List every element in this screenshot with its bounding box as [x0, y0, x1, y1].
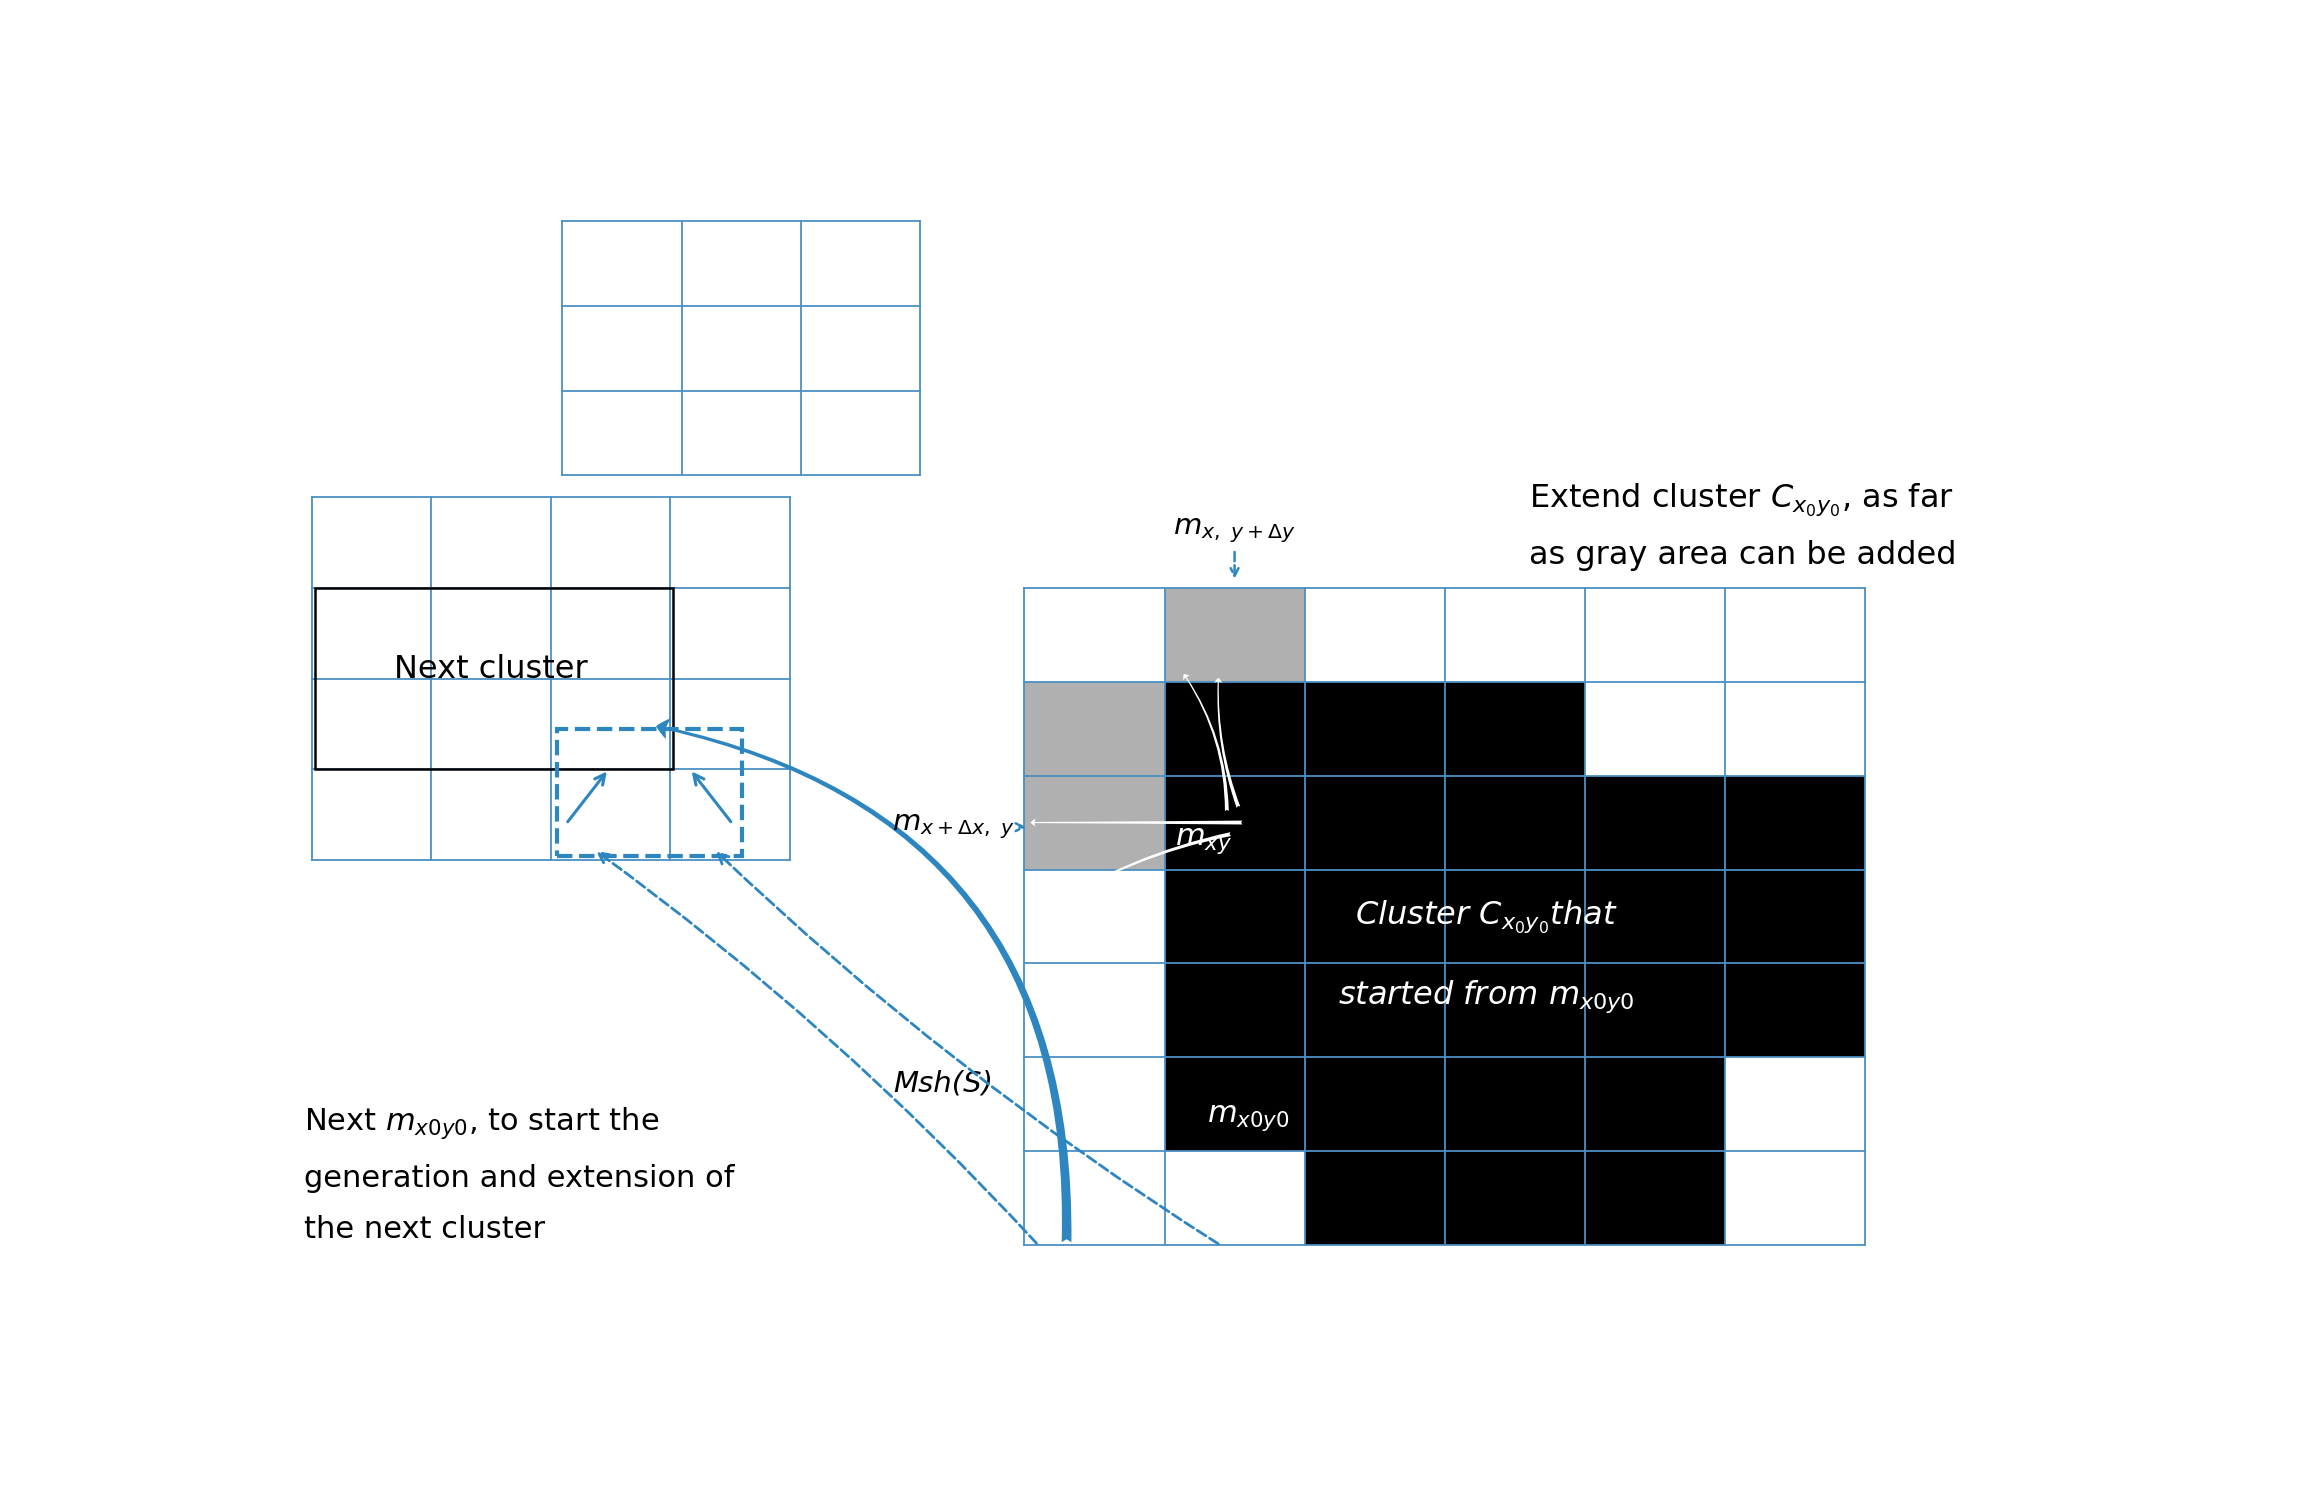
Bar: [1165, 682, 1305, 776]
Text: $m_{xy}$: $m_{xy}$: [1176, 825, 1233, 855]
Bar: [1305, 1151, 1445, 1246]
Bar: [1585, 870, 1725, 963]
Text: Extend cluster $C_{x_0y_0}$, as far: Extend cluster $C_{x_0y_0}$, as far: [1530, 482, 1955, 519]
Bar: [1725, 776, 1865, 870]
Bar: [1445, 1058, 1585, 1151]
Text: as gray area can be added: as gray area can be added: [1530, 540, 1957, 571]
Text: generation and extension of: generation and extension of: [306, 1163, 735, 1193]
Bar: [556, 729, 742, 855]
Bar: [1165, 870, 1305, 963]
Bar: [1305, 1058, 1445, 1151]
Text: $m_{x+\Delta x,\ y}$: $m_{x+\Delta x,\ y}$: [891, 813, 1015, 842]
Bar: [1445, 870, 1585, 963]
Bar: [1305, 776, 1445, 870]
Text: Cluster $C_{x_0y_0}$that: Cluster $C_{x_0y_0}$that: [1355, 899, 1617, 935]
Bar: [1024, 776, 1165, 870]
Bar: [1585, 1058, 1725, 1151]
Text: the next cluster: the next cluster: [306, 1216, 547, 1244]
Bar: [1165, 963, 1305, 1058]
Bar: [1165, 776, 1305, 870]
Bar: [1445, 963, 1585, 1058]
Text: $m_{x0y0}$: $m_{x0y0}$: [1206, 1103, 1289, 1133]
Bar: [1445, 1151, 1585, 1246]
Text: $m_{x,\ y+\Delta y}$: $m_{x,\ y+\Delta y}$: [1174, 517, 1296, 546]
Bar: [1305, 963, 1445, 1058]
Bar: [1445, 776, 1585, 870]
Bar: [315, 588, 673, 770]
Bar: [1585, 963, 1725, 1058]
Text: started from $m_{x0y0}$: started from $m_{x0y0}$: [1339, 978, 1635, 1015]
Bar: [1585, 1151, 1725, 1246]
Bar: [1445, 682, 1585, 776]
Bar: [1305, 870, 1445, 963]
Bar: [1305, 682, 1445, 776]
Bar: [1725, 963, 1865, 1058]
Bar: [1165, 1058, 1305, 1151]
Bar: [1585, 776, 1725, 870]
Bar: [1024, 682, 1165, 776]
Text: Msh(S): Msh(S): [894, 1070, 995, 1097]
Text: Next $m_{x0y0}$, to start the: Next $m_{x0y0}$, to start the: [306, 1105, 659, 1141]
Bar: [1725, 870, 1865, 963]
Bar: [1165, 588, 1305, 682]
Text: Next cluster: Next cluster: [395, 654, 588, 685]
